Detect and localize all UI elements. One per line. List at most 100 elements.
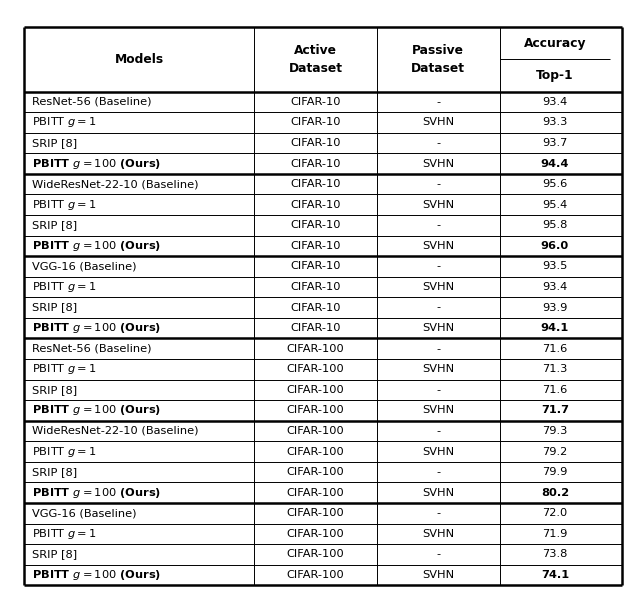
Text: CIFAR-10: CIFAR-10 — [291, 138, 341, 148]
Text: 94.4: 94.4 — [541, 159, 569, 169]
Text: SVHN: SVHN — [422, 364, 454, 374]
Text: SVHN: SVHN — [422, 282, 454, 292]
Text: SVHN: SVHN — [422, 323, 454, 333]
Text: 95.8: 95.8 — [542, 221, 568, 230]
Text: CIFAR-100: CIFAR-100 — [287, 426, 344, 436]
Text: 71.6: 71.6 — [542, 344, 568, 353]
Text: PBITT $g = 100$ (Ours): PBITT $g = 100$ (Ours) — [32, 157, 161, 170]
Text: -: - — [436, 138, 440, 148]
Text: SRIP [8]: SRIP [8] — [32, 303, 77, 312]
Text: Top-1: Top-1 — [536, 69, 573, 82]
Text: PBITT $g = 1$: PBITT $g = 1$ — [32, 116, 97, 129]
Text: -: - — [436, 303, 440, 312]
Text: CIFAR-100: CIFAR-100 — [287, 488, 344, 498]
Text: VGG-16 (Baseline): VGG-16 (Baseline) — [32, 508, 136, 519]
Text: PBITT $g = 100$ (Ours): PBITT $g = 100$ (Ours) — [32, 239, 161, 253]
Text: CIFAR-10: CIFAR-10 — [291, 262, 341, 271]
Text: 95.4: 95.4 — [542, 200, 568, 210]
Text: PBITT $g = 100$ (Ours): PBITT $g = 100$ (Ours) — [32, 321, 161, 335]
Text: -: - — [436, 467, 440, 477]
Text: CIFAR-10: CIFAR-10 — [291, 97, 341, 107]
Text: CIFAR-10: CIFAR-10 — [291, 200, 341, 210]
Text: 72.0: 72.0 — [542, 508, 568, 519]
Text: 93.9: 93.9 — [542, 303, 568, 312]
Text: WideResNet-22-10 (Baseline): WideResNet-22-10 (Baseline) — [32, 179, 198, 189]
Text: CIFAR-100: CIFAR-100 — [287, 446, 344, 457]
Text: SVHN: SVHN — [422, 405, 454, 415]
Text: CIFAR-100: CIFAR-100 — [287, 344, 344, 353]
Text: CIFAR-100: CIFAR-100 — [287, 570, 344, 580]
Text: 93.5: 93.5 — [542, 262, 568, 271]
Text: 93.4: 93.4 — [542, 282, 568, 292]
Text: 71.7: 71.7 — [541, 405, 569, 415]
Text: 95.6: 95.6 — [542, 179, 568, 189]
Text: SVHN: SVHN — [422, 159, 454, 169]
Text: WideResNet-22-10 (Baseline): WideResNet-22-10 (Baseline) — [32, 426, 198, 436]
Text: PBITT $g = 100$ (Ours): PBITT $g = 100$ (Ours) — [32, 403, 161, 417]
Text: SRIP [8]: SRIP [8] — [32, 550, 77, 560]
Text: CIFAR-100: CIFAR-100 — [287, 364, 344, 374]
Text: SRIP [8]: SRIP [8] — [32, 138, 77, 148]
Text: 71.6: 71.6 — [542, 385, 568, 395]
Text: SVHN: SVHN — [422, 446, 454, 457]
Text: CIFAR-100: CIFAR-100 — [287, 550, 344, 560]
Text: SRIP [8]: SRIP [8] — [32, 467, 77, 477]
Text: -: - — [436, 426, 440, 436]
Text: SVHN: SVHN — [422, 488, 454, 498]
Text: 71.3: 71.3 — [542, 364, 568, 374]
Text: 79.9: 79.9 — [542, 467, 568, 477]
Text: CIFAR-10: CIFAR-10 — [291, 303, 341, 312]
Text: 96.0: 96.0 — [541, 241, 569, 251]
Text: -: - — [436, 344, 440, 353]
Text: ResNet-56 (Baseline): ResNet-56 (Baseline) — [32, 344, 152, 353]
Text: PBITT $g = 1$: PBITT $g = 1$ — [32, 445, 97, 458]
Text: -: - — [436, 508, 440, 519]
Text: -: - — [436, 385, 440, 395]
Text: -: - — [436, 550, 440, 560]
Text: 93.7: 93.7 — [542, 138, 568, 148]
Text: PBITT $g = 1$: PBITT $g = 1$ — [32, 362, 97, 376]
Text: SVHN: SVHN — [422, 241, 454, 251]
Text: 73.8: 73.8 — [542, 550, 568, 560]
Text: Accuracy: Accuracy — [524, 37, 586, 50]
Text: CIFAR-100: CIFAR-100 — [287, 385, 344, 395]
Text: PBITT $g = 100$ (Ours): PBITT $g = 100$ (Ours) — [32, 486, 161, 499]
Text: 79.2: 79.2 — [542, 446, 568, 457]
Text: SVHN: SVHN — [422, 117, 454, 128]
Text: CIFAR-10: CIFAR-10 — [291, 323, 341, 333]
Text: SVHN: SVHN — [422, 529, 454, 539]
Text: CIFAR-10: CIFAR-10 — [291, 179, 341, 189]
Text: CIFAR-10: CIFAR-10 — [291, 282, 341, 292]
Text: 74.1: 74.1 — [541, 570, 569, 580]
Text: 93.4: 93.4 — [542, 97, 568, 107]
Text: 79.3: 79.3 — [542, 426, 568, 436]
Text: 80.2: 80.2 — [541, 488, 569, 498]
Text: 93.3: 93.3 — [542, 117, 568, 128]
Text: CIFAR-10: CIFAR-10 — [291, 241, 341, 251]
Text: CIFAR-100: CIFAR-100 — [287, 467, 344, 477]
Text: PBITT $g = 1$: PBITT $g = 1$ — [32, 198, 97, 212]
Text: Passive
Dataset: Passive Dataset — [412, 44, 465, 75]
Text: Active
Dataset: Active Dataset — [289, 44, 343, 75]
Text: CIFAR-100: CIFAR-100 — [287, 405, 344, 415]
Text: CIFAR-100: CIFAR-100 — [287, 529, 344, 539]
Text: -: - — [436, 97, 440, 107]
Text: -: - — [436, 221, 440, 230]
Text: CIFAR-10: CIFAR-10 — [291, 159, 341, 169]
Text: 71.9: 71.9 — [542, 529, 568, 539]
Text: CIFAR-10: CIFAR-10 — [291, 117, 341, 128]
Text: SRIP [8]: SRIP [8] — [32, 221, 77, 230]
Text: PBITT $g = 1$: PBITT $g = 1$ — [32, 280, 97, 294]
Text: 94.1: 94.1 — [541, 323, 569, 333]
Text: CIFAR-100: CIFAR-100 — [287, 508, 344, 519]
Text: Models: Models — [115, 53, 164, 66]
Text: CIFAR-10: CIFAR-10 — [291, 221, 341, 230]
Text: PBITT $g = 100$ (Ours): PBITT $g = 100$ (Ours) — [32, 568, 161, 582]
Text: -: - — [436, 262, 440, 271]
Text: ResNet-56 (Baseline): ResNet-56 (Baseline) — [32, 97, 152, 107]
Text: SVHN: SVHN — [422, 200, 454, 210]
Text: SVHN: SVHN — [422, 570, 454, 580]
Text: -: - — [436, 179, 440, 189]
Text: PBITT $g = 1$: PBITT $g = 1$ — [32, 527, 97, 541]
Text: VGG-16 (Baseline): VGG-16 (Baseline) — [32, 262, 136, 271]
